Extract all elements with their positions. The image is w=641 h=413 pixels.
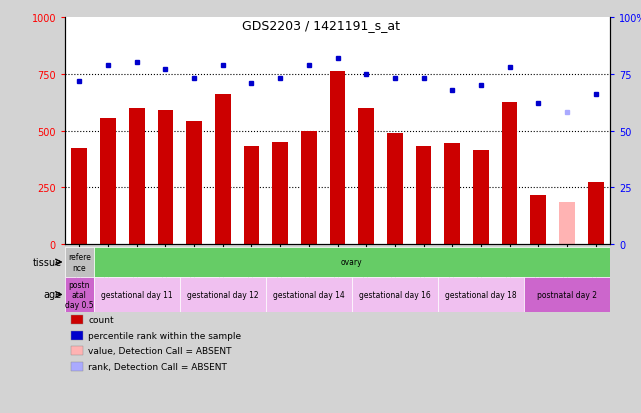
- Bar: [215, 95, 231, 244]
- Bar: [94, 277, 179, 312]
- Bar: [387, 133, 403, 244]
- Bar: [158, 111, 173, 244]
- Text: GDS2203 / 1421191_s_at: GDS2203 / 1421191_s_at: [242, 19, 399, 31]
- Bar: [358, 109, 374, 244]
- Text: gestational day 16: gestational day 16: [359, 290, 431, 299]
- Bar: [71, 148, 87, 244]
- Text: gestational day 12: gestational day 12: [187, 290, 258, 299]
- Bar: [179, 277, 266, 312]
- Bar: [65, 277, 94, 312]
- Bar: [100, 119, 116, 244]
- Text: value, Detection Call = ABSENT: value, Detection Call = ABSENT: [88, 347, 231, 356]
- Bar: [352, 277, 438, 312]
- Text: postn
atal
day 0.5: postn atal day 0.5: [65, 280, 94, 310]
- Bar: [415, 147, 431, 244]
- Text: gestational day 14: gestational day 14: [273, 290, 345, 299]
- Text: postnatal day 2: postnatal day 2: [537, 290, 597, 299]
- Text: age: age: [44, 290, 62, 300]
- Bar: [65, 247, 94, 277]
- Bar: [559, 202, 575, 244]
- Bar: [444, 144, 460, 244]
- Bar: [244, 147, 260, 244]
- Bar: [301, 131, 317, 244]
- Bar: [473, 150, 489, 244]
- Bar: [272, 142, 288, 244]
- Bar: [266, 277, 352, 312]
- Bar: [502, 103, 517, 244]
- Bar: [186, 122, 202, 244]
- Text: percentile rank within the sample: percentile rank within the sample: [88, 331, 241, 340]
- Bar: [438, 277, 524, 312]
- Bar: [530, 196, 546, 244]
- Bar: [129, 109, 145, 244]
- Text: tissue: tissue: [33, 257, 62, 267]
- Text: ovary: ovary: [341, 258, 363, 267]
- Text: refere
nce: refere nce: [68, 253, 91, 272]
- Text: gestational day 11: gestational day 11: [101, 290, 172, 299]
- Text: count: count: [88, 315, 113, 324]
- Text: gestational day 18: gestational day 18: [445, 290, 517, 299]
- Bar: [329, 72, 345, 244]
- Text: rank, Detection Call = ABSENT: rank, Detection Call = ABSENT: [88, 362, 227, 371]
- Bar: [524, 277, 610, 312]
- Bar: [588, 182, 604, 244]
